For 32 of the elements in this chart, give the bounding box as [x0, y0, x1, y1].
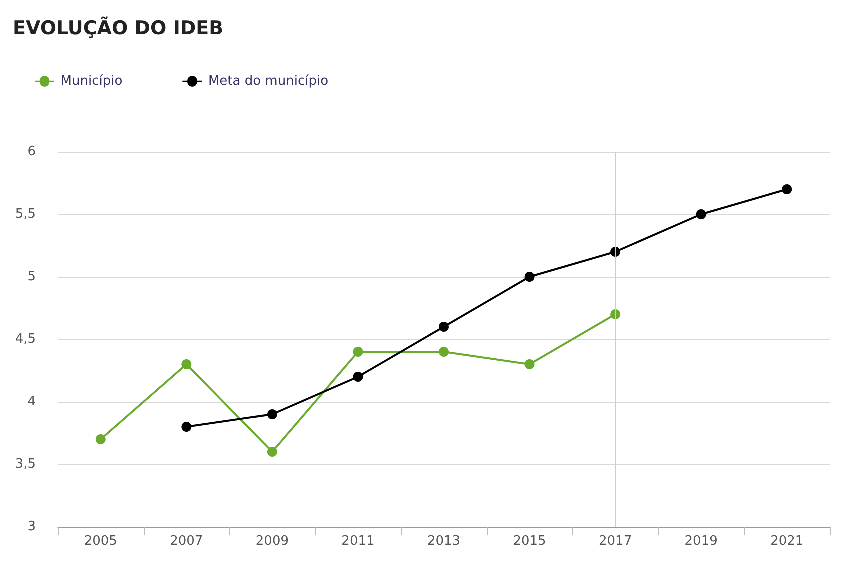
point — [353, 347, 364, 357]
y-tick-label: 6 — [28, 144, 36, 160]
x-tick-label: 2015 — [513, 534, 546, 549]
point — [524, 360, 535, 370]
point — [782, 184, 792, 194]
y-tick-label: 4 — [28, 394, 36, 410]
point — [524, 272, 535, 282]
point — [439, 347, 449, 357]
point — [353, 372, 364, 382]
x-tick-label: 2017 — [599, 534, 632, 549]
point — [267, 410, 278, 420]
chart-title: EVOLUÇÃO DO IDEB — [13, 16, 224, 40]
x-tick-label: 2019 — [684, 534, 718, 549]
y-tick-label: 5 — [28, 270, 36, 284]
legend-label: Município — [60, 74, 123, 89]
x-tick-label: 2011 — [342, 534, 375, 549]
x-tick-label: 2013 — [427, 534, 461, 549]
x-tick-label: 2007 — [170, 534, 204, 549]
y-tick-label: 3,5 — [15, 457, 36, 472]
point — [182, 422, 192, 432]
point — [439, 322, 449, 332]
y-tick-label: 5,5 — [15, 207, 36, 222]
point — [696, 210, 706, 220]
x-tick-label: 2005 — [84, 534, 118, 549]
x-tick-label: 2009 — [256, 534, 289, 549]
point — [267, 447, 278, 457]
legend-label: Meta do município — [208, 74, 329, 89]
y-tick-label: 4,5 — [15, 332, 36, 347]
point — [182, 360, 192, 370]
x-tick-label: 2021 — [770, 534, 804, 549]
point — [96, 434, 106, 444]
y-tick-label: 3 — [28, 520, 36, 534]
